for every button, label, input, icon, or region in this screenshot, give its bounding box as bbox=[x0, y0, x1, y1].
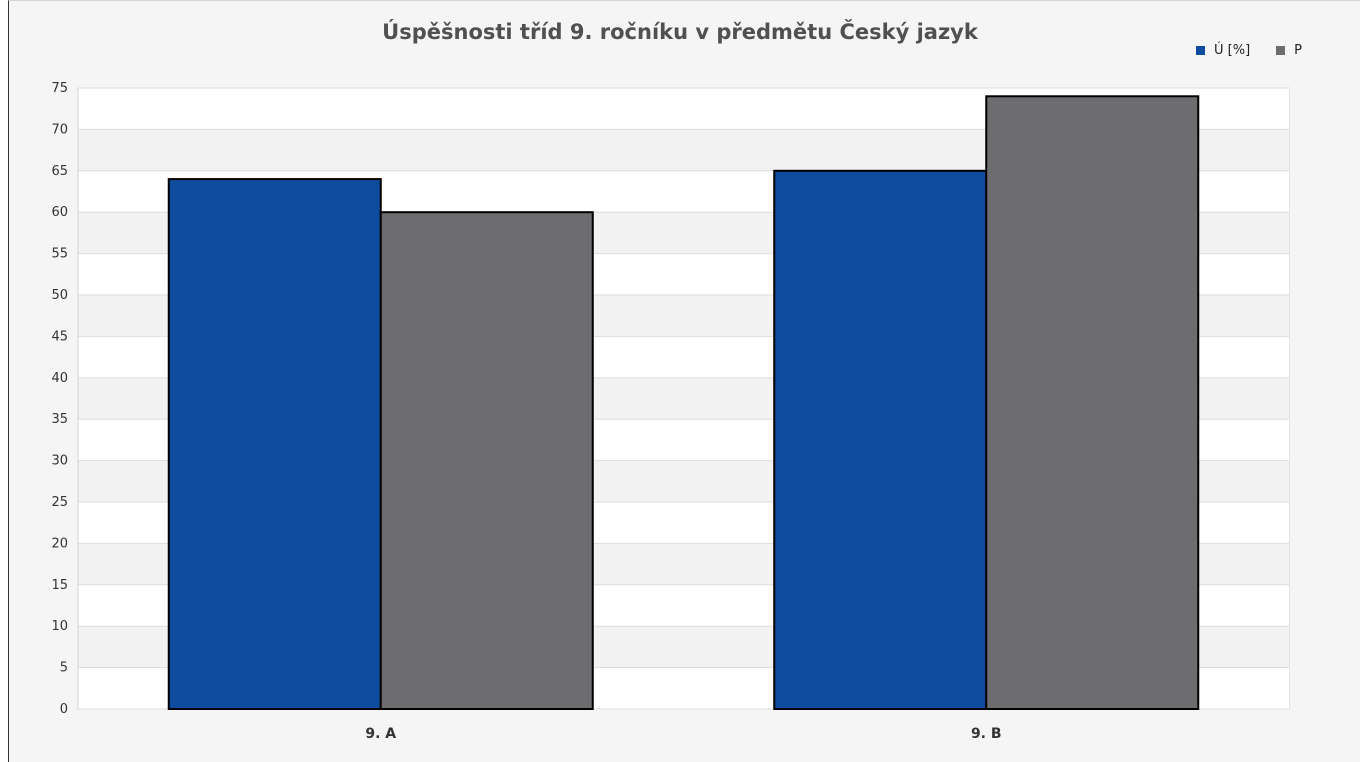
y-tick-label: 5 bbox=[60, 661, 68, 676]
legend-item-series-2[interactable]: P bbox=[1276, 43, 1302, 58]
y-tick-label: 10 bbox=[51, 619, 68, 634]
legend-swatch-series-2 bbox=[1276, 45, 1286, 55]
y-tick-label: 70 bbox=[51, 122, 68, 137]
x-tick-label: 9. B bbox=[971, 726, 1002, 742]
y-tick-label: 60 bbox=[51, 205, 68, 220]
legend-item-series-1[interactable]: Ú [%] bbox=[1196, 43, 1250, 58]
bar-9a-series-2 bbox=[379, 211, 594, 710]
bar-9b-series-2 bbox=[985, 95, 1200, 710]
legend[interactable]: Ú [%] P bbox=[1196, 40, 1302, 60]
bar-9a-series-1 bbox=[167, 178, 382, 710]
y-tick-label: 75 bbox=[51, 81, 68, 96]
y-tick-label: 15 bbox=[51, 578, 68, 593]
y-tick-label: 50 bbox=[51, 288, 68, 303]
y-tick-label: 20 bbox=[51, 536, 68, 551]
y-tick-label: 55 bbox=[51, 247, 68, 262]
y-tick-label: 0 bbox=[60, 702, 68, 717]
chart-title: Úspěšnosti tříd 9. ročníku v předmětu Če… bbox=[382, 20, 978, 44]
y-tick-label: 40 bbox=[51, 371, 68, 386]
y-tick-label: 65 bbox=[51, 164, 68, 179]
legend-label-series-1: Ú [%] bbox=[1214, 42, 1251, 58]
y-tick-label: 30 bbox=[51, 454, 68, 469]
legend-swatch-series-1 bbox=[1196, 45, 1205, 55]
bar-9b-series-1 bbox=[773, 169, 988, 711]
x-tick-label: 9. A bbox=[365, 726, 396, 742]
legend-label-series-2: P bbox=[1294, 42, 1302, 58]
y-tick-label: 45 bbox=[51, 329, 68, 344]
y-tick-label: 25 bbox=[51, 495, 68, 510]
y-tick-label: 35 bbox=[51, 412, 68, 427]
